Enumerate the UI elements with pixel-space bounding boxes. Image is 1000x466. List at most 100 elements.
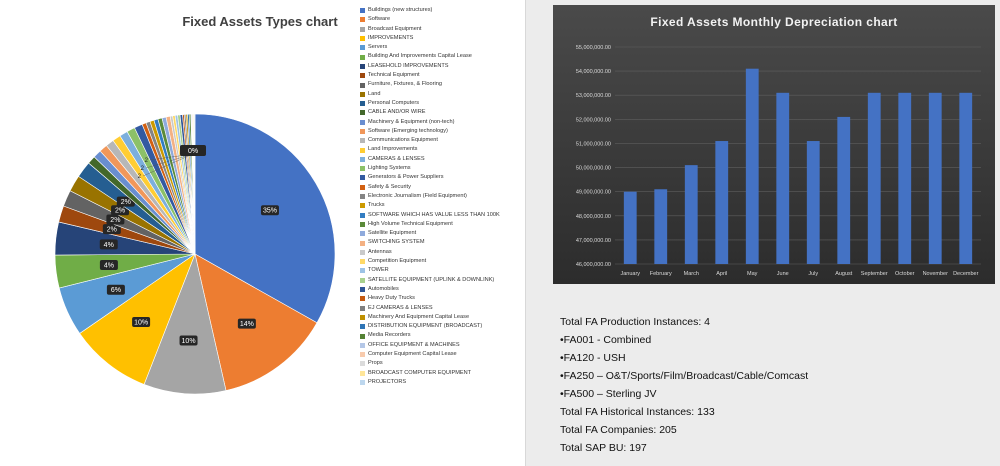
companies-text: Total FA Companies: 205	[560, 424, 677, 436]
legend-swatch	[360, 119, 365, 125]
pie-data-label-bg	[106, 284, 125, 295]
bar-chart: 46,000,000.00 47,000,000.00 48,000,000.00 4…	[576, 45, 981, 277]
legend-label: Land Improvements	[368, 146, 418, 153]
legend-label: Media Recorders	[368, 332, 411, 339]
x-tick-label: May	[747, 271, 758, 277]
pie-leader-line	[145, 153, 194, 169]
x-tick-label: March	[684, 271, 699, 277]
historical-instances-text: Total FA Historical Instances: 133	[560, 406, 715, 418]
legend-item: LEASEHOLD IMPROVEMENTS	[360, 62, 522, 71]
legend-item: Safety & Security	[360, 183, 522, 192]
legend-label: Computer Equipment Capital Lease	[368, 350, 457, 357]
legend-swatch	[360, 212, 365, 218]
bar	[715, 141, 729, 264]
legend-label: DISTRIBUTION EQUIPMENT (BROADCAST)	[368, 323, 483, 330]
legend-label: TOWER	[368, 267, 389, 274]
legend-label: Props	[368, 360, 383, 367]
legend-swatch	[360, 26, 365, 32]
legend-swatch	[360, 110, 365, 116]
legend-item: Building And Improvements Capital Lease	[360, 52, 522, 61]
legend-swatch	[360, 249, 365, 255]
legend-item: Machinery And Equipment Capital Lease	[360, 313, 522, 322]
x-tick-label: December	[953, 271, 979, 277]
legend-label: Safety & Security	[368, 183, 411, 190]
legend-label: Automobiles	[368, 285, 399, 292]
bar	[684, 165, 698, 264]
pie-small-label: 2	[138, 174, 142, 180]
legend-swatch	[360, 268, 365, 274]
y-tick-label: 51,000,000.00	[576, 141, 611, 147]
pie-chart-title: Fixed Assets Types chart	[182, 14, 338, 29]
legend-swatch	[360, 129, 365, 134]
legend-label: Technical Equipment	[368, 72, 420, 79]
y-tick-label: 49,000,000.00	[576, 190, 611, 196]
pie-data-label: 2%	[110, 217, 120, 224]
legend-swatch	[360, 138, 365, 144]
y-tick-label: 50,000,000.00	[576, 166, 611, 172]
legend-swatch	[360, 342, 365, 348]
pie-data-label: 6%	[111, 287, 121, 294]
legend-item: High Volume Technical Equipment	[360, 220, 522, 229]
legend-item: Media Recorders	[360, 331, 522, 340]
legend-label: CABLE AND/OR WIRE	[368, 109, 426, 116]
bar	[837, 116, 851, 264]
pie-leader-line	[142, 153, 194, 177]
legend-label: Servers	[368, 44, 388, 51]
legend-label: Antennas	[368, 248, 392, 255]
legend-item: TOWER	[360, 266, 522, 275]
pie-small-label: 2	[145, 158, 149, 164]
legend-swatch	[360, 333, 365, 339]
legend-label: Furniture, Fixtures, & Flooring	[368, 81, 442, 88]
legend-swatch	[360, 63, 365, 69]
x-tick-label: April	[716, 271, 727, 277]
fa001-item: •FA001 - Combined	[560, 334, 652, 346]
legend-label: OFFICE EQUIPMENT & MACHINES	[368, 341, 460, 348]
pie-small-label: 2	[141, 166, 145, 172]
legend-swatch	[360, 314, 365, 320]
fa120-item: •FA120 - USH	[560, 352, 626, 364]
legend-item: DISTRIBUTION EQUIPMENT (BROADCAST)	[360, 322, 522, 331]
legend-label: Machinery & Equipment (non-tech)	[368, 118, 455, 125]
x-tick-label: July	[808, 271, 818, 277]
pie-data-label-bg	[132, 317, 151, 328]
legend-item: Computer Equipment Capital Lease	[360, 350, 522, 359]
legend-swatch	[360, 370, 365, 376]
bar	[867, 92, 881, 264]
legend-item: Furniture, Fixtures, & Flooring	[360, 80, 522, 89]
legend-swatch	[360, 231, 365, 237]
bar-chart-panel: Fixed Assets Monthly Depreciation chart …	[553, 5, 995, 284]
legend-item: Communications Equipment	[360, 136, 522, 145]
legend-item: Buildings (new structures)	[360, 6, 522, 15]
y-tick-label: 47,000,000.00	[576, 238, 611, 244]
x-tick-label: October	[895, 271, 915, 277]
pie-slice	[194, 253, 318, 391]
pie-data-label: 2%	[121, 199, 131, 206]
pie-slice	[143, 252, 227, 395]
legend-label: LEASEHOLD IMPROVEMENTS	[368, 62, 449, 69]
bar	[959, 92, 973, 264]
legend-label: Heavy Duty Trucks	[368, 295, 415, 302]
bar	[928, 92, 942, 264]
legend-swatch	[360, 194, 365, 200]
legend-item: Servers	[360, 43, 522, 52]
y-tick-label: 55,000,000.00	[576, 45, 611, 51]
pie-data-label: 10%	[134, 320, 148, 327]
pie-data-label-bg	[106, 214, 125, 225]
legend-label: Land	[368, 90, 381, 97]
legend-label: Machinery And Equipment Capital Lease	[368, 313, 470, 320]
legend-item: Antennas	[360, 248, 522, 257]
legend-item: Software	[360, 15, 522, 24]
pie-data-label-bg	[237, 318, 256, 329]
pie-data-label-bg	[102, 224, 121, 235]
legend-label: SATELLITE EQUIPMENT (UPLINK & DOWNLINK)	[368, 276, 495, 283]
pie-zero-label-bg	[180, 145, 206, 156]
y-tick-label: 52,000,000.00	[576, 117, 611, 123]
pie-data-label: 35%	[263, 208, 277, 215]
legend-swatch	[360, 82, 365, 88]
legend-label: PROJECTORS	[368, 378, 407, 385]
production-instances-text: Total FA Production Instances: 4	[560, 316, 711, 328]
y-tick-label: 53,000,000.00	[576, 93, 611, 99]
legend-item: PROJECTORS	[360, 378, 522, 387]
legend-swatch	[360, 296, 365, 302]
bar	[654, 189, 668, 264]
